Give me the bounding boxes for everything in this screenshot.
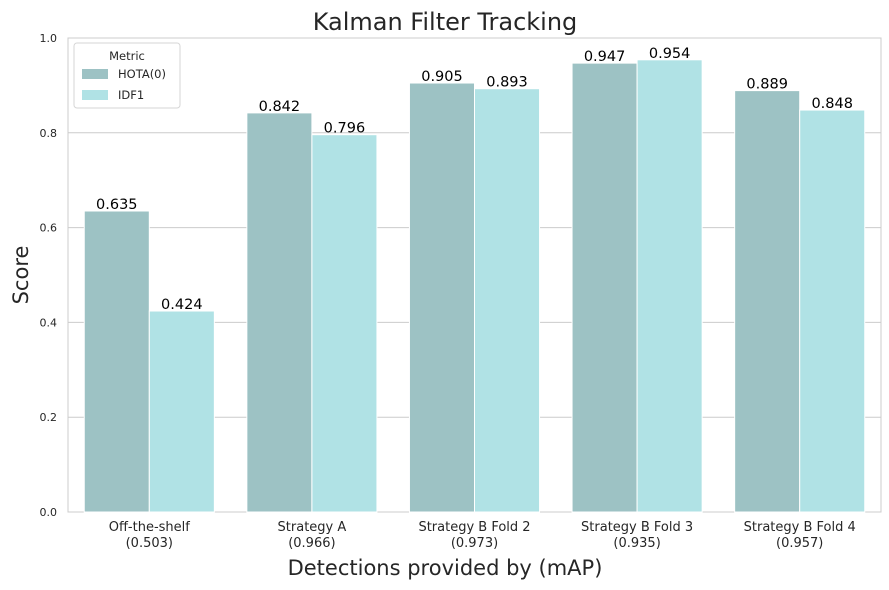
chart-title: Kalman Filter Tracking [313, 8, 578, 36]
x-tick-labels: Off-the-shelf(0.503) Strategy A(0.966) Str… [109, 520, 856, 551]
x-tick-label: Strategy B Fold 4 [744, 520, 856, 535]
bar-hota0-3 [571, 62, 638, 513]
x-tick-label: Strategy A [278, 520, 347, 535]
legend-label-idf1: IDF1 [118, 88, 144, 102]
y-tick-label: 0.8 [40, 127, 58, 140]
legend-title: Metric [109, 49, 145, 63]
x-tick-sublabel: (0.503) [126, 536, 173, 551]
x-tick-sublabel: (0.935) [613, 536, 660, 551]
value-label: 0.954 [649, 46, 691, 62]
y-tick-label: 0.0 [40, 506, 58, 519]
bar-idf1-0 [148, 310, 215, 513]
bar-hota0-0 [83, 210, 150, 513]
x-tick-label: Off-the-shelf [109, 520, 191, 535]
value-label: 0.889 [746, 77, 788, 93]
legend-label-hota: HOTA(0) [118, 67, 166, 81]
bars [83, 59, 866, 513]
value-label: 0.848 [811, 96, 853, 112]
bar-idf1-3 [636, 59, 703, 513]
bar-hota0-1 [246, 112, 313, 513]
x-tick-label: Strategy B Fold 3 [581, 520, 693, 535]
bar-hota0-4 [734, 90, 801, 513]
value-label: 0.424 [161, 297, 203, 313]
value-label: 0.842 [259, 99, 301, 115]
y-tick-label: 0.4 [40, 316, 58, 329]
x-tick-sublabel: (0.973) [451, 536, 498, 551]
value-label: 0.947 [584, 49, 626, 65]
y-tick-label: 0.2 [40, 411, 58, 424]
legend-swatch-hota [82, 69, 108, 79]
bar-idf1-4 [799, 109, 866, 513]
y-tick-label: 1.0 [40, 32, 58, 45]
value-label: 0.635 [96, 197, 138, 213]
value-label: 0.905 [421, 69, 463, 85]
x-axis-label: Detections provided by (mAP) [288, 556, 603, 580]
x-tick-label: Strategy B Fold 2 [418, 520, 530, 535]
bar-idf1-2 [474, 88, 541, 513]
value-label: 0.796 [324, 121, 366, 137]
bar-idf1-1 [311, 134, 378, 513]
legend: Metric HOTA(0) IDF1 [73, 42, 181, 109]
y-tick-label: 0.6 [40, 222, 58, 235]
y-axis-label: Score [9, 246, 33, 305]
legend-swatch-idf1 [82, 90, 108, 100]
bar-hota0-2 [408, 82, 475, 513]
value-label: 0.893 [486, 75, 528, 91]
x-tick-sublabel: (0.966) [288, 536, 335, 551]
x-tick-sublabel: (0.957) [776, 536, 823, 551]
value-labels: 0.635 0.424 0.842 0.796 0.905 0.893 0.947 0.954… [96, 46, 853, 313]
y-tick-labels: 0.0 0.2 0.4 0.6 0.8 1.0 [40, 32, 58, 519]
